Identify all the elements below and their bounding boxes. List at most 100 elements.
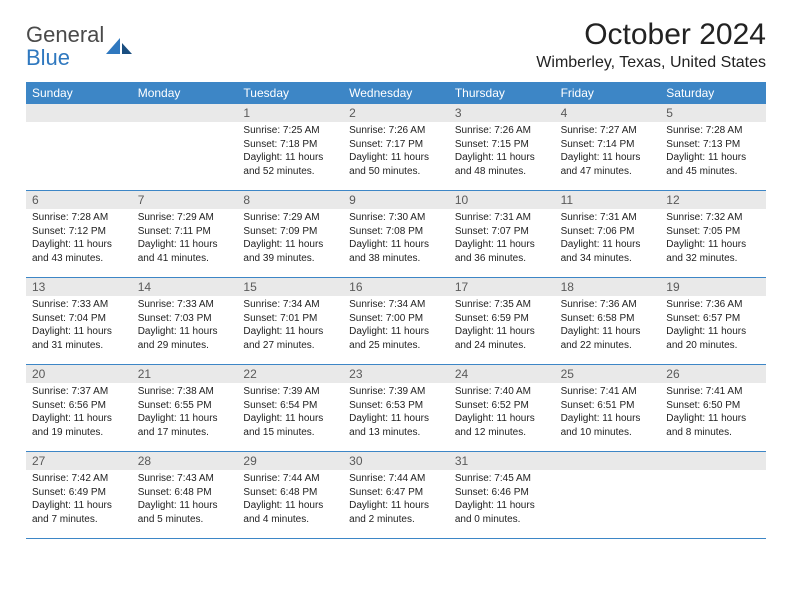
sunrise-line: Sunrise: 7:28 AM: [32, 211, 126, 225]
sunset-line: Sunset: 7:06 PM: [561, 225, 655, 239]
daylight-line: Daylight: 11 hours and 32 minutes.: [666, 238, 760, 265]
day-number: 6: [26, 191, 132, 209]
day-body: Sunrise: 7:39 AMSunset: 6:54 PMDaylight:…: [237, 383, 343, 439]
sunset-line: Sunset: 6:55 PM: [138, 399, 232, 413]
day-body: Sunrise: 7:38 AMSunset: 6:55 PMDaylight:…: [132, 383, 238, 439]
dow-thursday: Thursday: [449, 82, 555, 104]
day-number: 8: [237, 191, 343, 209]
sunset-line: Sunset: 6:50 PM: [666, 399, 760, 413]
sunset-line: Sunset: 6:47 PM: [349, 486, 443, 500]
day-number: 16: [343, 278, 449, 296]
daylight-line: Daylight: 11 hours and 22 minutes.: [561, 325, 655, 352]
sunrise-line: Sunrise: 7:36 AM: [561, 298, 655, 312]
day-number-empty: [26, 104, 132, 122]
day-cell: [555, 452, 661, 538]
daylight-line: Daylight: 11 hours and 15 minutes.: [243, 412, 337, 439]
daylight-line: Daylight: 11 hours and 36 minutes.: [455, 238, 549, 265]
dow-sunday: Sunday: [26, 82, 132, 104]
day-cell: 23Sunrise: 7:39 AMSunset: 6:53 PMDayligh…: [343, 365, 449, 451]
day-body: Sunrise: 7:39 AMSunset: 6:53 PMDaylight:…: [343, 383, 449, 439]
day-cell: 21Sunrise: 7:38 AMSunset: 6:55 PMDayligh…: [132, 365, 238, 451]
sunrise-line: Sunrise: 7:26 AM: [349, 124, 443, 138]
title-block: October 2024 Wimberley, Texas, United St…: [536, 18, 766, 72]
sunrise-line: Sunrise: 7:26 AM: [455, 124, 549, 138]
sunset-line: Sunset: 7:07 PM: [455, 225, 549, 239]
day-cell: 31Sunrise: 7:45 AMSunset: 6:46 PMDayligh…: [449, 452, 555, 538]
day-number: 11: [555, 191, 661, 209]
sunrise-line: Sunrise: 7:29 AM: [138, 211, 232, 225]
day-body: Sunrise: 7:44 AMSunset: 6:47 PMDaylight:…: [343, 470, 449, 526]
day-cell: [132, 104, 238, 190]
sunrise-line: Sunrise: 7:25 AM: [243, 124, 337, 138]
day-number: 24: [449, 365, 555, 383]
day-body: Sunrise: 7:27 AMSunset: 7:14 PMDaylight:…: [555, 122, 661, 178]
week-row: 27Sunrise: 7:42 AMSunset: 6:49 PMDayligh…: [26, 452, 766, 539]
daylight-line: Daylight: 11 hours and 50 minutes.: [349, 151, 443, 178]
sunset-line: Sunset: 6:53 PM: [349, 399, 443, 413]
day-body: Sunrise: 7:32 AMSunset: 7:05 PMDaylight:…: [660, 209, 766, 265]
day-number: 21: [132, 365, 238, 383]
day-cell: 15Sunrise: 7:34 AMSunset: 7:01 PMDayligh…: [237, 278, 343, 364]
sail-icon: [106, 38, 132, 56]
day-number: 5: [660, 104, 766, 122]
dow-saturday: Saturday: [660, 82, 766, 104]
day-cell: 27Sunrise: 7:42 AMSunset: 6:49 PMDayligh…: [26, 452, 132, 538]
day-body: Sunrise: 7:45 AMSunset: 6:46 PMDaylight:…: [449, 470, 555, 526]
day-number: 17: [449, 278, 555, 296]
daylight-line: Daylight: 11 hours and 39 minutes.: [243, 238, 337, 265]
day-body: Sunrise: 7:30 AMSunset: 7:08 PMDaylight:…: [343, 209, 449, 265]
day-number: 25: [555, 365, 661, 383]
sunrise-line: Sunrise: 7:44 AM: [349, 472, 443, 486]
day-cell: 1Sunrise: 7:25 AMSunset: 7:18 PMDaylight…: [237, 104, 343, 190]
header: General Blue October 2024 Wimberley, Tex…: [26, 18, 766, 72]
day-cell: 16Sunrise: 7:34 AMSunset: 7:00 PMDayligh…: [343, 278, 449, 364]
logo-word1: General: [26, 22, 104, 47]
day-cell: 11Sunrise: 7:31 AMSunset: 7:06 PMDayligh…: [555, 191, 661, 277]
daylight-line: Daylight: 11 hours and 5 minutes.: [138, 499, 232, 526]
day-cell: 26Sunrise: 7:41 AMSunset: 6:50 PMDayligh…: [660, 365, 766, 451]
daylight-line: Daylight: 11 hours and 2 minutes.: [349, 499, 443, 526]
calendar: Sunday Monday Tuesday Wednesday Thursday…: [26, 82, 766, 539]
day-cell: 14Sunrise: 7:33 AMSunset: 7:03 PMDayligh…: [132, 278, 238, 364]
daylight-line: Daylight: 11 hours and 31 minutes.: [32, 325, 126, 352]
dow-monday: Monday: [132, 82, 238, 104]
daylight-line: Daylight: 11 hours and 19 minutes.: [32, 412, 126, 439]
sunset-line: Sunset: 7:15 PM: [455, 138, 549, 152]
daylight-line: Daylight: 11 hours and 24 minutes.: [455, 325, 549, 352]
day-number: 7: [132, 191, 238, 209]
sunrise-line: Sunrise: 7:34 AM: [243, 298, 337, 312]
day-cell: 6Sunrise: 7:28 AMSunset: 7:12 PMDaylight…: [26, 191, 132, 277]
daylight-line: Daylight: 11 hours and 47 minutes.: [561, 151, 655, 178]
daylight-line: Daylight: 11 hours and 13 minutes.: [349, 412, 443, 439]
day-number: 2: [343, 104, 449, 122]
dow-friday: Friday: [555, 82, 661, 104]
sunset-line: Sunset: 6:59 PM: [455, 312, 549, 326]
day-number: 4: [555, 104, 661, 122]
day-cell: 18Sunrise: 7:36 AMSunset: 6:58 PMDayligh…: [555, 278, 661, 364]
day-number: 26: [660, 365, 766, 383]
sunset-line: Sunset: 6:58 PM: [561, 312, 655, 326]
daylight-line: Daylight: 11 hours and 17 minutes.: [138, 412, 232, 439]
daylight-line: Daylight: 11 hours and 10 minutes.: [561, 412, 655, 439]
day-number: 12: [660, 191, 766, 209]
daylight-line: Daylight: 11 hours and 0 minutes.: [455, 499, 549, 526]
day-body: Sunrise: 7:34 AMSunset: 7:01 PMDaylight:…: [237, 296, 343, 352]
daylight-line: Daylight: 11 hours and 27 minutes.: [243, 325, 337, 352]
sunset-line: Sunset: 7:01 PM: [243, 312, 337, 326]
day-cell: 20Sunrise: 7:37 AMSunset: 6:56 PMDayligh…: [26, 365, 132, 451]
day-number: 29: [237, 452, 343, 470]
sunrise-line: Sunrise: 7:45 AM: [455, 472, 549, 486]
sunrise-line: Sunrise: 7:32 AM: [666, 211, 760, 225]
daylight-line: Daylight: 11 hours and 7 minutes.: [32, 499, 126, 526]
week-row: 6Sunrise: 7:28 AMSunset: 7:12 PMDaylight…: [26, 191, 766, 278]
daylight-line: Daylight: 11 hours and 38 minutes.: [349, 238, 443, 265]
sunrise-line: Sunrise: 7:34 AM: [349, 298, 443, 312]
day-cell: 7Sunrise: 7:29 AMSunset: 7:11 PMDaylight…: [132, 191, 238, 277]
logo: General Blue: [26, 24, 132, 70]
page: General Blue October 2024 Wimberley, Tex…: [0, 0, 792, 539]
day-cell: [26, 104, 132, 190]
day-cell: 22Sunrise: 7:39 AMSunset: 6:54 PMDayligh…: [237, 365, 343, 451]
sunrise-line: Sunrise: 7:33 AM: [138, 298, 232, 312]
day-number: 20: [26, 365, 132, 383]
sunset-line: Sunset: 6:48 PM: [243, 486, 337, 500]
